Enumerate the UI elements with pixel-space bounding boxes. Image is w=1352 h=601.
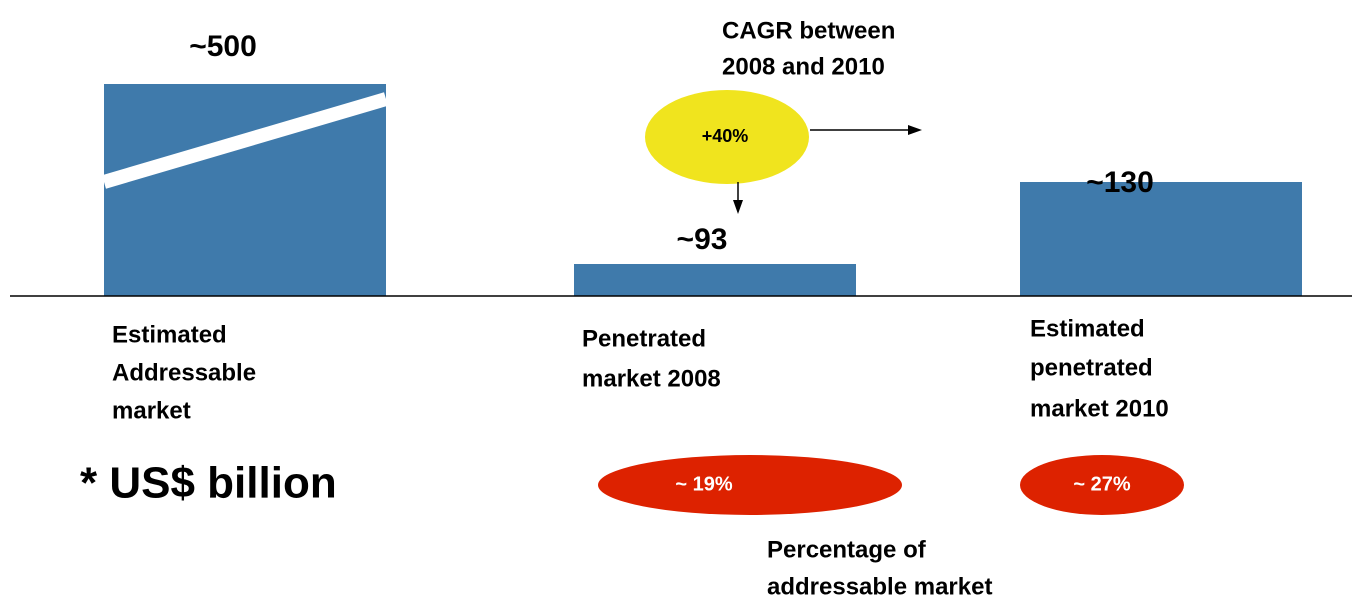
share-label: ~ 27%	[1073, 473, 1130, 495]
category-label: Estimated	[112, 321, 227, 348]
share-bubble	[598, 455, 902, 515]
bar	[1020, 182, 1302, 296]
category-label: Estimated	[1030, 315, 1145, 342]
arrow-head	[733, 200, 743, 214]
share-label: ~ 19%	[675, 473, 732, 495]
bar	[574, 264, 856, 296]
axis-break	[102, 92, 388, 189]
cagr-value: +40%	[702, 126, 749, 146]
category-label: market	[112, 397, 191, 424]
category-label: market 2010	[1030, 395, 1169, 422]
value-label: ~93	[677, 223, 728, 256]
value-label: ~130	[1086, 166, 1154, 199]
category-label: market 2008	[582, 365, 721, 392]
category-label: penetrated	[1030, 354, 1153, 381]
cagr-title: 2008 and 2010	[722, 53, 885, 80]
category-label: Addressable	[112, 359, 256, 386]
unit-note: * US$ billion	[80, 459, 337, 508]
share-caption: addressable market	[767, 573, 992, 600]
cagr-bubble	[645, 90, 809, 184]
cagr-title: CAGR between	[722, 17, 895, 44]
share-caption: Percentage of	[767, 536, 927, 563]
arrow-head	[908, 125, 922, 135]
share-bubble	[1020, 455, 1184, 515]
value-label: ~500	[189, 30, 257, 63]
category-label: Penetrated	[582, 325, 706, 352]
